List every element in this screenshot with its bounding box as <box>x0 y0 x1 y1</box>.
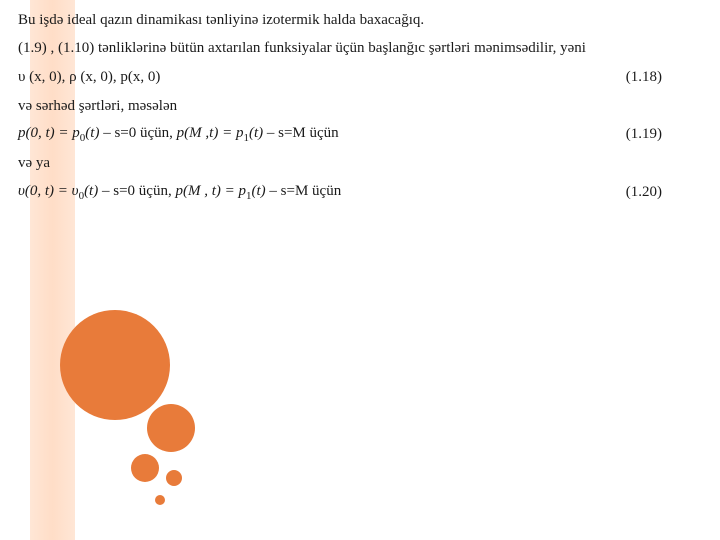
equation-1-20-row: υ(0, t) = υ0(t) – s=0 üçün, p(M , t) = p… <box>18 181 702 205</box>
eq20-tail-b: (t) <box>251 183 265 199</box>
eq20-mid2: – s=M üçün <box>269 183 341 199</box>
eq20-part-a: υ(0, t) = υ <box>18 183 79 199</box>
decorative-circle <box>155 495 165 505</box>
equation-number-1-20: (1.20) <box>626 182 702 204</box>
eq19-tail-b: (t) <box>249 125 263 141</box>
eq19-mid2: – s=M üçün <box>267 125 339 141</box>
equation-1-19-row: p(0, t) = p0(t) – s=0 üçün, p(M ,t) = p1… <box>18 123 702 147</box>
decorative-circle <box>60 310 170 420</box>
paragraph-intro-line2: (1.9) , (1.10) tənliklərinə bütün axtarı… <box>18 38 702 60</box>
equation-1-18-row: υ (x, 0), ρ (x, 0), p(x, 0) (1.18) <box>18 66 702 90</box>
equation-1-18: υ (x, 0), ρ (x, 0), p(x, 0) <box>18 67 160 89</box>
decorative-circle <box>166 470 182 486</box>
eq20-tail-a: (t) <box>84 183 98 199</box>
equation-number-1-18: (1.18) <box>626 67 702 89</box>
eq20-mid1: – s=0 üçün, <box>102 183 175 199</box>
decorative-circle <box>147 404 195 452</box>
equation-1-19: p(0, t) = p0(t) – s=0 üçün, p(M ,t) = p1… <box>18 123 339 147</box>
paragraph-boundary: və sərhəd şərtləri, məsələn <box>18 96 702 118</box>
eq20-part-b: p(M , t) = p <box>175 183 246 199</box>
paragraph-intro-line1: Bu işdə ideal qazın dinamikası tənliyinə… <box>18 10 702 32</box>
document-body: Bu işdə ideal qazın dinamikası tənliyinə… <box>0 0 720 205</box>
equation-number-1-19: (1.19) <box>626 124 702 146</box>
eq19-mid1: – s=0 üçün, <box>103 125 176 141</box>
equation-1-20: υ(0, t) = υ0(t) – s=0 üçün, p(M , t) = p… <box>18 181 341 205</box>
eq19-part-b: p(M ,t) = p <box>177 125 244 141</box>
decorative-circle <box>131 454 159 482</box>
eq19-tail-a: (t) <box>85 125 99 141</box>
paragraph-or: və ya <box>18 153 702 175</box>
eq19-part-a: p(0, t) = p <box>18 125 80 141</box>
